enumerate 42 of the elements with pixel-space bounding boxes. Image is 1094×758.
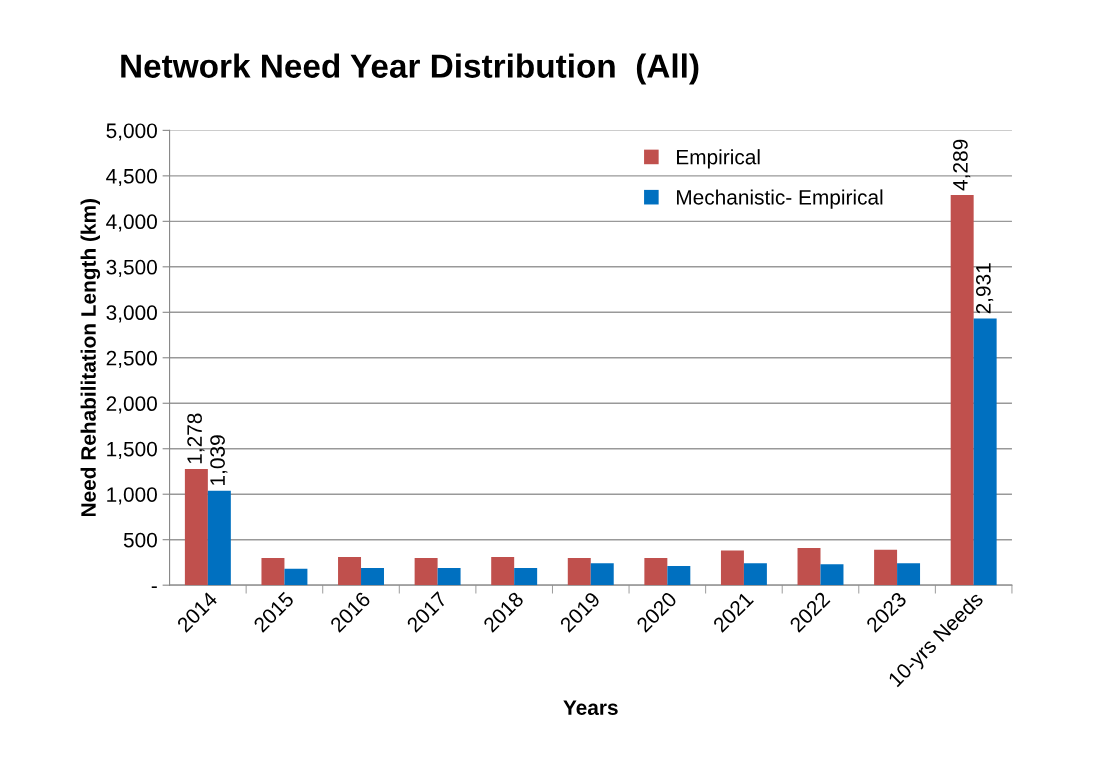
bar	[590, 563, 614, 586]
y-tick-label: 4,500	[106, 168, 157, 187]
legend-label: Mechanistic- Empirical	[677, 189, 883, 209]
y-tick-label: 1,500	[107, 441, 157, 459]
bar	[820, 564, 844, 586]
y-tick-label: 4,000	[106, 214, 157, 232]
bar	[284, 568, 308, 586]
data-label: 1,278	[187, 413, 205, 464]
y-tick-label: 3,000	[106, 305, 157, 323]
data-label: 4,289	[953, 139, 971, 191]
bar	[338, 556, 362, 586]
bar	[667, 566, 691, 586]
bar	[797, 547, 821, 586]
y-tick-label: 2,000	[106, 396, 157, 414]
y-axis-title: Need Rehabilitation Length (km)	[80, 199, 101, 517]
data-label: 1,039	[210, 435, 228, 485]
y-tick-label: 3,500	[106, 259, 157, 278]
chart-title: Network Need Year Distribution (All)	[121, 53, 699, 85]
y-tick-label: 2,500	[106, 350, 157, 368]
y-tick-label: -	[151, 586, 157, 588]
bar	[743, 563, 767, 586]
bar	[361, 567, 384, 586]
y-tick-label: 1,000	[107, 487, 157, 505]
bar	[207, 490, 231, 586]
bar	[491, 556, 515, 586]
y-tick-label: 5,000	[106, 123, 157, 141]
bar	[184, 468, 208, 586]
bar	[644, 557, 668, 586]
bar	[261, 557, 285, 586]
legend-label: Empirical	[677, 149, 760, 169]
bar	[973, 318, 997, 586]
bar	[414, 557, 438, 586]
bar	[514, 567, 538, 586]
data-label: 2,931	[975, 263, 994, 314]
bar	[720, 550, 744, 586]
bar	[950, 195, 974, 586]
x-axis-title: Years	[563, 700, 618, 715]
bar	[567, 557, 591, 586]
bar	[437, 567, 461, 586]
y-tick-label: 500	[123, 532, 157, 548]
bar	[874, 549, 898, 586]
bar	[897, 563, 921, 586]
